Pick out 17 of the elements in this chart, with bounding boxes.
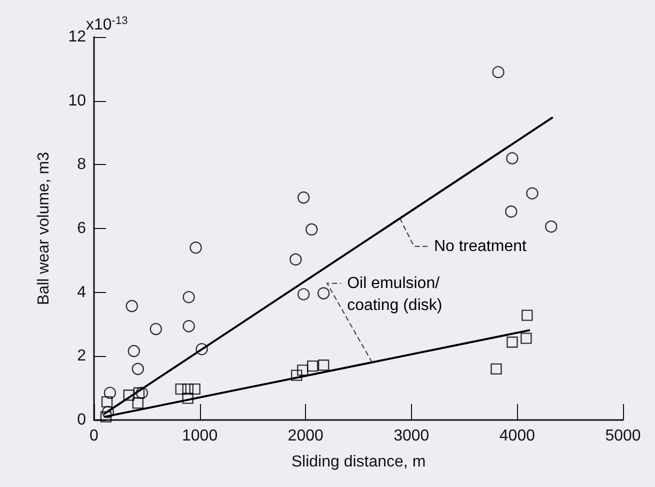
text: Oil emulsion/ coating (disk)	[347, 274, 442, 314]
y-tick-label: 10	[68, 92, 86, 110]
y-axis-title: Ball wear volume, m3	[36, 152, 52, 305]
text: No treatment	[434, 238, 527, 255]
x-tick-label: 0	[90, 428, 99, 444]
y-tick-label: 0	[77, 412, 86, 428]
y-tick-label: 12	[68, 28, 86, 46]
x-tick-label: 4000	[499, 428, 536, 444]
x-tick-label: 1000	[182, 428, 218, 444]
x-axis-title: Sliding distance, m	[291, 454, 426, 470]
y-tick-label: 4	[77, 284, 86, 301]
y-tick-label: 2	[77, 348, 86, 365]
x-tick-label: 5000	[605, 428, 641, 444]
x-tick-label: 3000	[394, 428, 430, 444]
x-tick-label: 2000	[288, 428, 324, 444]
y-tick-label: 6	[77, 220, 86, 237]
y-tick-label: 8	[77, 156, 86, 174]
